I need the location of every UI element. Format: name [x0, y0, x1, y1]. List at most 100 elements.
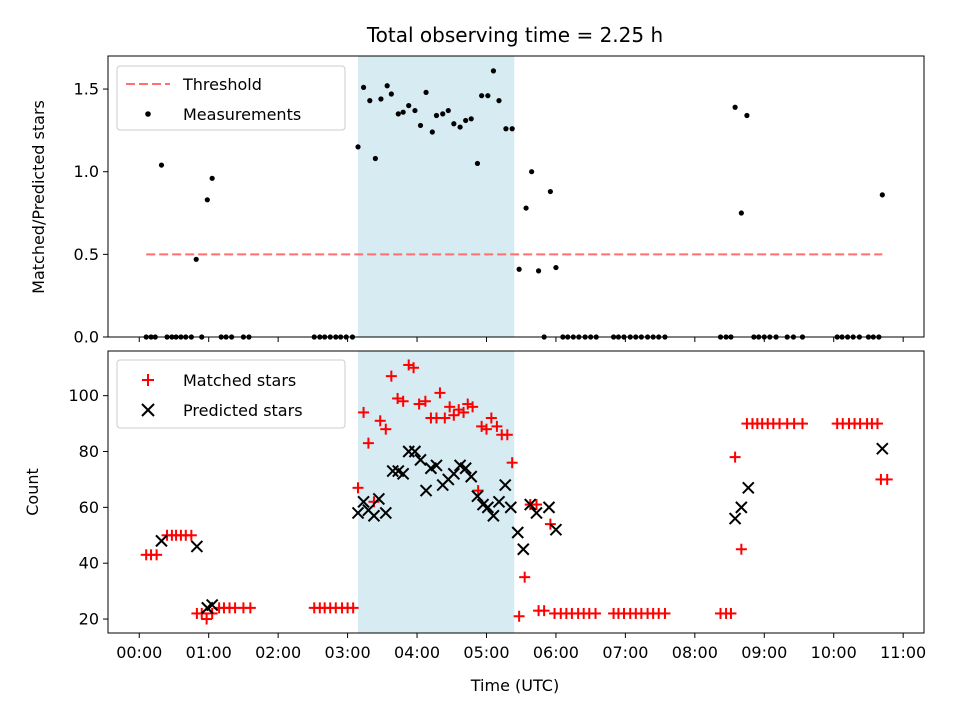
xtick-label: 09:00 — [741, 643, 787, 662]
predicted-star-point — [542, 501, 556, 514]
measurement-point — [479, 93, 485, 99]
predicted-star-point — [517, 543, 530, 556]
predicted-star-point — [419, 484, 433, 497]
predicted-star-point — [155, 534, 168, 548]
matched-star-point — [725, 607, 737, 619]
predicted-star-point — [430, 459, 443, 472]
matched-star-point — [362, 437, 374, 449]
predicted-star-point — [492, 495, 506, 508]
predicted-star-point — [396, 467, 410, 481]
matched-star-point — [380, 423, 392, 435]
predicted-star-point — [504, 501, 517, 514]
bottom-ytick-label: 80 — [79, 442, 99, 461]
matched-star-point — [419, 395, 431, 407]
measurement-point — [388, 91, 394, 97]
xtick-label: 11:00 — [880, 643, 926, 662]
matched-star-point — [501, 429, 513, 441]
top-plot-frame — [107, 55, 925, 338]
measurement-point — [429, 129, 435, 135]
matched-star-point — [151, 549, 163, 561]
measurement-point — [209, 175, 215, 181]
predicted-star-point — [351, 506, 365, 520]
bottom-plot-frame — [107, 350, 925, 634]
matched-star-point — [538, 605, 550, 617]
top-ytick-label: 1.0 — [74, 162, 99, 181]
predicted-star-point — [728, 512, 742, 525]
legend-predicted-swatch — [141, 403, 155, 417]
measurement-point — [400, 109, 406, 115]
predicted-star-point — [190, 540, 204, 553]
measurement-point — [417, 122, 424, 129]
top-y-ticks: 0.0 0.5 1.0 1.5 — [74, 80, 108, 347]
matched-star-point — [392, 392, 404, 404]
measurement-point — [193, 256, 199, 262]
measurement-point — [496, 98, 502, 104]
predicted-stars-points — [155, 442, 889, 615]
legend-measurements-label: Measurements — [183, 105, 301, 124]
predicted-star-point — [447, 467, 461, 481]
matched-star-point — [434, 387, 446, 399]
chart-title: Total observing time = 2.25 h — [366, 23, 663, 47]
matched-star-point — [413, 398, 425, 410]
matched-star-point — [491, 420, 503, 432]
matched-star-point — [530, 499, 542, 511]
predicted-star-point — [357, 495, 370, 508]
measurement-point — [158, 162, 165, 168]
predicted-star-point — [414, 453, 427, 467]
measurement-point — [547, 188, 553, 195]
predicted-star-point — [876, 442, 889, 455]
measurement-point — [412, 107, 418, 114]
matched-star-point — [735, 543, 747, 555]
predicted-star-point — [205, 598, 219, 612]
measurement-point — [738, 210, 744, 216]
measurement-point — [423, 89, 429, 95]
xtick-label: 00:00 — [116, 643, 162, 662]
top-x-ticks — [138, 337, 904, 342]
top-ytick-label: 0.5 — [74, 245, 99, 264]
matched-star-point — [196, 607, 208, 619]
matched-stars-points — [140, 359, 893, 625]
bottom-y-axis-label: Count — [23, 468, 42, 516]
measurement-point — [406, 102, 412, 109]
xtick-label: 04:00 — [394, 643, 440, 662]
measurement-point — [503, 126, 509, 132]
measurement-point — [463, 117, 469, 124]
bottom-legend: Matched stars Predicted stars — [116, 359, 346, 429]
predicted-star-point — [549, 523, 563, 536]
xtick-label: 01:00 — [186, 643, 232, 662]
measurement-point — [509, 126, 515, 132]
measurement-point — [372, 155, 378, 162]
top-y-axis-label: Matched/Predicted stars — [29, 100, 48, 294]
predicted-star-point — [471, 489, 484, 503]
measurement-point — [516, 266, 522, 272]
bottom-panel: 20 40 60 80 100 00:00 01:00 02:00 03:00 04:00 05:… — [23, 350, 926, 695]
measurement-point — [395, 111, 401, 117]
matched-star-point — [397, 395, 409, 407]
predicted-star-point — [481, 501, 495, 514]
bottom-ytick-label: 40 — [79, 554, 99, 573]
predicted-star-point — [379, 506, 392, 520]
bottom-ytick-label: 100 — [68, 386, 99, 405]
predicted-star-point — [742, 481, 755, 495]
matched-star-point — [385, 370, 397, 382]
matched-star-point — [374, 415, 386, 427]
legend-matched-label: Matched stars — [183, 371, 296, 390]
xtick-label: 03:00 — [325, 643, 371, 662]
measurement-point — [879, 192, 885, 198]
top-legend: Threshold Measurements — [116, 65, 346, 131]
measurement-point — [553, 264, 559, 271]
top-ytick-label: 1.5 — [74, 80, 99, 99]
matched-star-point — [871, 418, 883, 430]
predicted-star-point — [408, 445, 422, 458]
matched-star-point — [467, 401, 479, 413]
measurement-point — [529, 169, 535, 175]
matched-star-point — [519, 571, 531, 583]
measurement-point — [523, 205, 529, 211]
measurement-point — [490, 68, 497, 74]
predicted-star-point — [372, 492, 386, 506]
matched-star-point — [352, 482, 364, 494]
top-panel: 0.0 0.5 1.0 1.5 Matched/Predicted stars Thr… — [29, 55, 925, 347]
predicted-star-point — [487, 509, 500, 522]
legend-measurements-swatch — [145, 111, 151, 117]
